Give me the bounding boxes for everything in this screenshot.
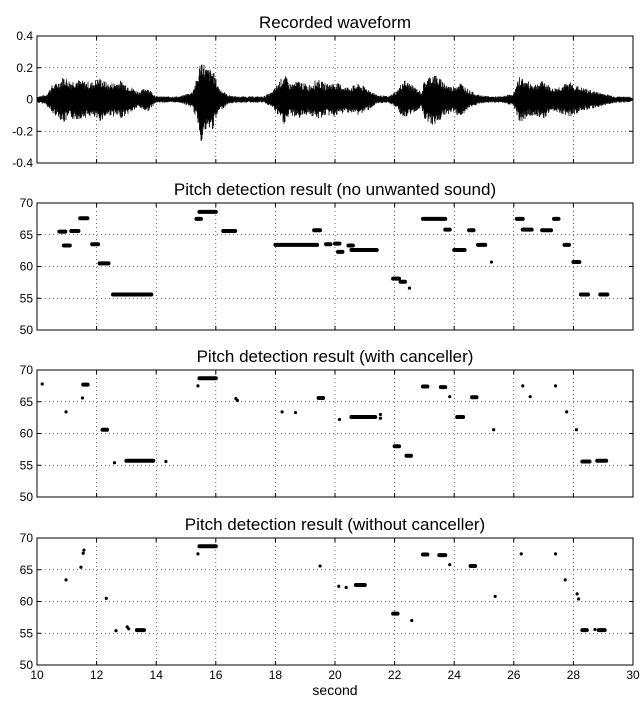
pitch-point <box>378 412 383 417</box>
x-tick-label: 22 <box>388 668 402 682</box>
pitch-point <box>196 384 200 388</box>
y-tick-label: 50 <box>20 490 34 504</box>
y-tick-label: 0 <box>26 93 33 107</box>
pitch-point <box>378 416 383 420</box>
y-tick-label: 70 <box>20 196 34 210</box>
pitch-point <box>528 395 532 399</box>
y-tick-label: 0.2 <box>16 61 33 75</box>
y-tick-label: 70 <box>20 531 34 545</box>
pitch-point <box>493 594 497 599</box>
y-tick-label: 65 <box>20 395 34 409</box>
y-tick-label: 50 <box>20 658 34 672</box>
pitch-point <box>64 578 68 582</box>
pitch-point <box>112 461 117 465</box>
panel-title: Pitch detection result (with canceller) <box>197 347 474 366</box>
pitch-point <box>577 597 581 601</box>
plot-area <box>36 202 634 331</box>
y-tick-label: 60 <box>20 427 34 441</box>
x-tick-label: 16 <box>209 668 223 682</box>
plot-area <box>36 537 634 666</box>
panel-4: Pitch detection result (without cancelle… <box>20 515 640 698</box>
pitch-point <box>593 627 597 632</box>
pitch-point <box>492 428 496 432</box>
pitch-point <box>489 260 494 264</box>
y-tick-label: 70 <box>20 363 34 377</box>
y-tick-label: 55 <box>20 291 34 305</box>
pitch-point <box>82 548 86 552</box>
x-tick-label: 20 <box>328 668 342 682</box>
y-tick-label: 65 <box>20 563 34 577</box>
pitch-point <box>318 564 322 568</box>
pitch-point <box>104 596 108 600</box>
marks <box>64 544 607 633</box>
pitch-point <box>448 563 452 567</box>
x-tick-label: 14 <box>150 668 164 682</box>
pitch-point <box>565 410 569 414</box>
y-tick-label: -0.2 <box>12 124 33 138</box>
x-tick-label: 12 <box>90 668 104 682</box>
panel-1: Recorded waveform -0.4 -0.2 0 0.2 0.4 <box>12 13 634 170</box>
panel-title: Pitch detection result (no unwanted soun… <box>174 180 496 199</box>
marks <box>40 376 609 465</box>
pitch-point <box>40 382 44 386</box>
y-tick-label: 65 <box>20 228 34 242</box>
pitch-point <box>337 417 342 422</box>
pitch-point <box>519 552 523 556</box>
y-tick-label: 0.4 <box>16 29 33 43</box>
pitch-point <box>80 396 85 400</box>
pitch-point <box>407 286 412 290</box>
pitch-point <box>553 552 558 556</box>
pitch-point <box>410 618 414 623</box>
pitch-point <box>521 384 525 388</box>
waveform-series <box>37 64 633 141</box>
panel-3: Pitch detection result (with canceller) 5… <box>20 347 634 504</box>
pitch-point <box>79 565 83 569</box>
pitch-point <box>235 398 240 403</box>
pitch-point <box>64 410 68 414</box>
x-tick-label: 30 <box>626 668 640 682</box>
y-tick-label: 50 <box>20 323 34 337</box>
y-tick-label: 55 <box>20 458 34 472</box>
pitch-point <box>196 552 200 556</box>
pitch-point <box>127 627 131 631</box>
pitch-point <box>344 585 348 590</box>
pitch-point <box>337 584 341 588</box>
marks <box>37 64 633 141</box>
pitch-point <box>563 578 567 582</box>
pitch-point <box>81 551 85 555</box>
y-tick-label: 60 <box>20 260 34 274</box>
pitch-point <box>293 410 298 415</box>
x-tick-label: 26 <box>507 668 521 682</box>
x-tick-label: 28 <box>567 668 581 682</box>
pitch-point <box>280 410 284 414</box>
marks <box>57 209 610 297</box>
x-tick-label: 24 <box>448 668 462 682</box>
y-tick-label: 60 <box>20 595 34 609</box>
pitch-point <box>114 629 118 633</box>
pitch-point <box>553 384 558 388</box>
panel-title: Recorded waveform <box>259 13 411 32</box>
x-axis-label: second <box>312 682 357 698</box>
pitch-point <box>574 428 578 432</box>
pitch-point <box>575 592 579 596</box>
panel-2: Pitch detection result (no unwanted soun… <box>20 180 634 337</box>
pitch-point <box>448 395 452 399</box>
y-tick-label: -0.4 <box>12 156 33 170</box>
pitch-point <box>164 459 168 464</box>
panel-title: Pitch detection result (without cancelle… <box>185 515 485 534</box>
x-tick-label: 18 <box>269 668 283 682</box>
plot-area <box>36 369 634 498</box>
x-tick-label: 10 <box>30 668 44 682</box>
y-tick-label: 55 <box>20 626 34 640</box>
